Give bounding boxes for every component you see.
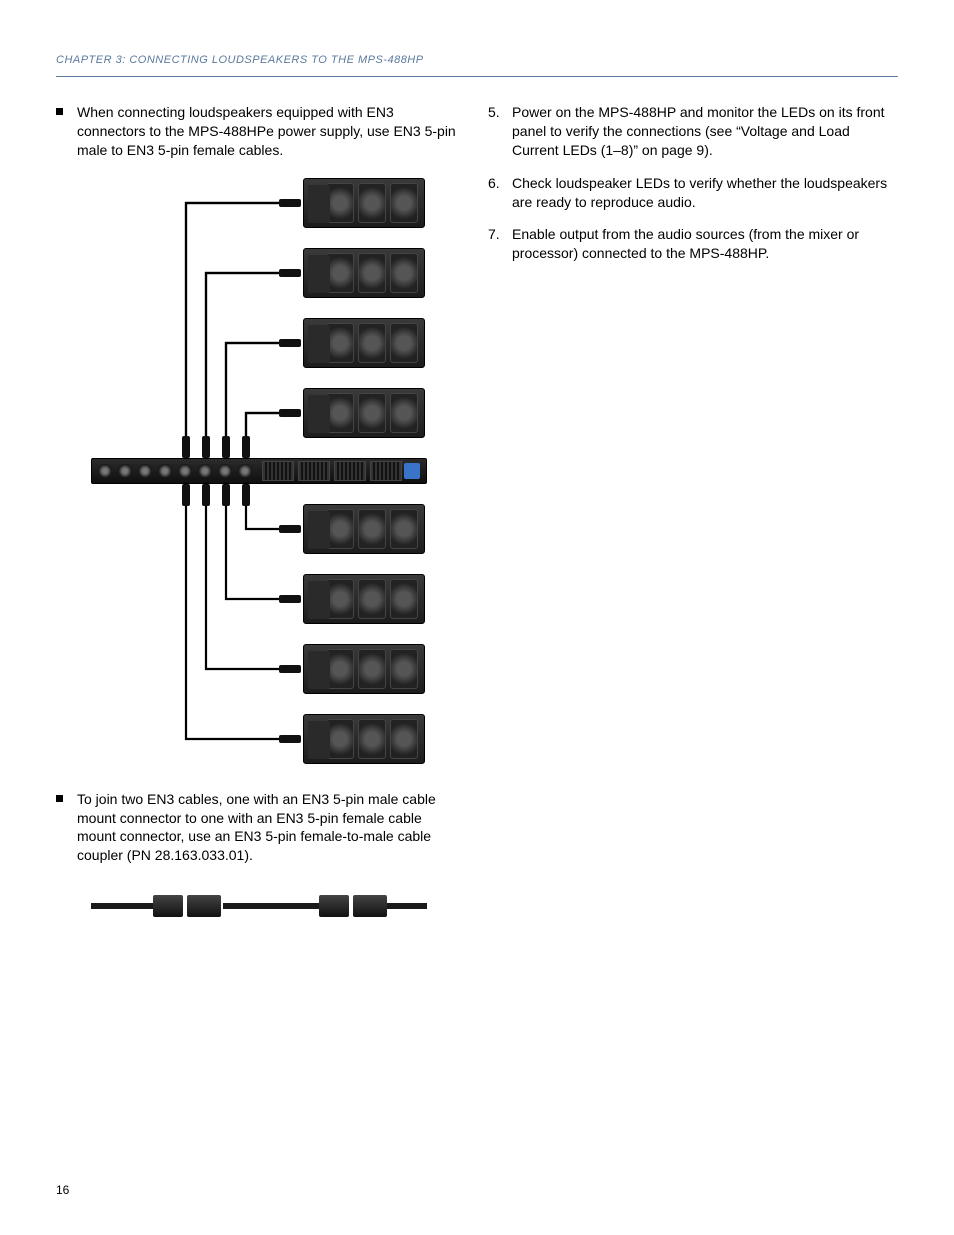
step-text: Power on the MPS-488HP and monitor the L… (512, 103, 894, 160)
loudspeaker-icon (303, 318, 425, 368)
bullet-text: When connecting loudspeakers equipped wi… (77, 103, 462, 160)
chapter-header: CHAPTER 3: CONNECTING LOUDSPEAKERS TO TH… (56, 54, 898, 77)
connector-icon (279, 269, 301, 277)
manual-page: CHAPTER 3: CONNECTING LOUDSPEAKERS TO TH… (0, 0, 954, 1235)
page-number: 16 (56, 1183, 69, 1197)
bullet-item: To join two EN3 cables, one with an EN3 … (56, 790, 462, 866)
numbered-step: 5. Power on the MPS-488HP and monitor the… (488, 103, 894, 160)
connector-icon (202, 436, 210, 458)
speaker-wiring-diagram (91, 178, 427, 766)
connector-icon (222, 436, 230, 458)
connector-icon (279, 665, 301, 673)
cable-segment (223, 903, 319, 909)
loudspeaker-icon (303, 178, 425, 228)
connector-icon (279, 409, 301, 417)
connector-icon (279, 199, 301, 207)
loudspeaker-icon (303, 504, 425, 554)
connector-icon (279, 735, 301, 743)
step-text: Enable output from the audio sources (fr… (512, 225, 894, 263)
power-supply-unit (91, 458, 427, 484)
numbered-step: 6. Check loudspeaker LEDs to verify wheth… (488, 174, 894, 212)
connector-icon (202, 484, 210, 506)
cable-segment (91, 903, 153, 909)
loudspeaker-icon (303, 388, 425, 438)
square-bullet-icon (56, 795, 63, 802)
connector-icon (242, 436, 250, 458)
step-number: 5. (488, 103, 506, 122)
step-number: 7. (488, 225, 506, 244)
loudspeaker-icon (303, 644, 425, 694)
connector-icon (279, 525, 301, 533)
left-column: When connecting loudspeakers equipped wi… (56, 103, 462, 925)
connector-icon (279, 595, 301, 603)
connector-icon (182, 484, 190, 506)
bullet-item: When connecting loudspeakers equipped wi… (56, 103, 462, 160)
cable-segment (387, 903, 427, 909)
connector-icon (187, 895, 221, 917)
right-column: 5. Power on the MPS-488HP and monitor the… (488, 103, 894, 925)
two-column-layout: When connecting loudspeakers equipped wi… (56, 103, 898, 925)
connector-icon (279, 339, 301, 347)
connector-icon (182, 436, 190, 458)
cable-coupler-diagram (91, 887, 427, 925)
connector-icon (319, 895, 349, 917)
step-number: 6. (488, 174, 506, 193)
connector-icon (242, 484, 250, 506)
step-text: Check loudspeaker LEDs to verify whether… (512, 174, 894, 212)
bullet-text: To join two EN3 cables, one with an EN3 … (77, 790, 462, 866)
connector-icon (222, 484, 230, 506)
connector-icon (353, 895, 387, 917)
numbered-step: 7. Enable output from the audio sources (… (488, 225, 894, 263)
connector-icon (153, 895, 183, 917)
square-bullet-icon (56, 108, 63, 115)
loudspeaker-icon (303, 574, 425, 624)
loudspeaker-icon (303, 248, 425, 298)
loudspeaker-icon (303, 714, 425, 764)
